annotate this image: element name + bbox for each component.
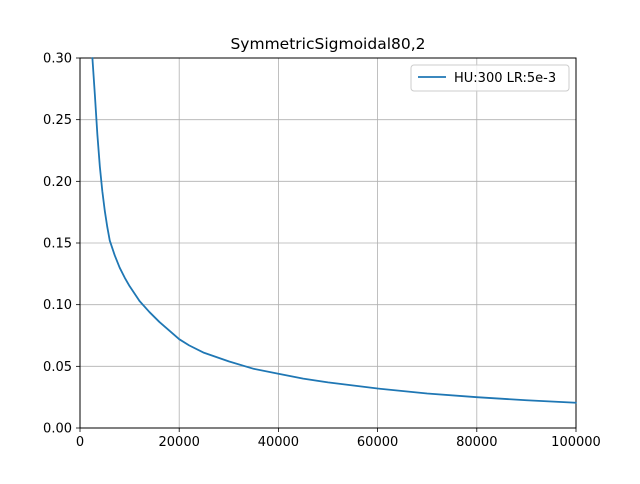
chart-title: SymmetricSigmoidal80,2 [230,35,425,53]
y-tick-label: 0.05 [43,360,72,375]
y-tick-label: 0.30 [43,52,72,67]
legend: HU:300 LR:5e-3 [410,64,570,92]
x-tick-label: 60000 [357,435,398,450]
y-tick-label: 0.10 [43,298,72,313]
x-tick-label: 20000 [159,435,200,450]
y-tick-label: 0.20 [43,175,72,190]
y-tick-label: 0.15 [43,237,72,252]
y-tick-label: 0.25 [43,113,72,128]
x-tick-label: 40000 [258,435,299,450]
x-tick-label: 100000 [551,435,601,450]
x-tick-label: 0 [76,435,84,450]
series-layer [91,57,577,404]
x-axis: 0 20000 40000 60000 80000 100000 [76,428,601,450]
y-axis: 0.00 0.05 0.10 0.15 0.20 0.25 0.30 [43,52,80,437]
y-tick-label: 0.00 [43,422,72,437]
x-tick-label: 80000 [456,435,497,450]
series-line [91,57,577,404]
grid [79,57,577,429]
legend-label: HU:300 LR:5e-3 [454,71,556,86]
legend-box [410,64,570,92]
